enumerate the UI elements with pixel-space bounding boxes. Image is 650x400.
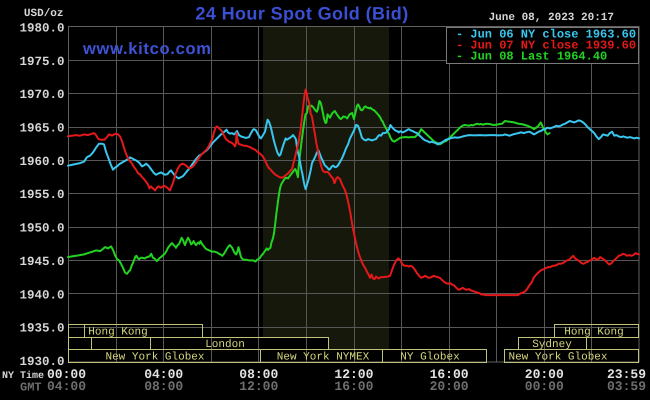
svg-text:Hong Kong: Hong Kong	[564, 327, 623, 339]
svg-text:1950.0: 1950.0	[19, 222, 64, 236]
svg-text:20:00: 20:00	[525, 367, 564, 382]
svg-text:- Jun 08 Last 1964.40: - Jun 08 Last 1964.40	[456, 50, 607, 64]
svg-text:New York NYMEX: New York NYMEX	[277, 352, 370, 364]
svg-text:1930.0: 1930.0	[19, 355, 64, 369]
svg-text:GMT: GMT	[20, 381, 42, 395]
svg-text:03:59: 03:59	[607, 379, 646, 394]
svg-text:23:59: 23:59	[607, 367, 646, 382]
svg-text:1965.0: 1965.0	[19, 122, 64, 136]
svg-text:1980.0: 1980.0	[19, 22, 64, 36]
svg-text:www.kitco.com: www.kitco.com	[82, 40, 212, 58]
svg-text:New York Globex: New York Globex	[508, 352, 607, 364]
svg-text:1955.0: 1955.0	[19, 188, 64, 202]
svg-text:04:00: 04:00	[47, 379, 86, 394]
svg-text:1970.0: 1970.0	[19, 88, 64, 102]
svg-text:12:00: 12:00	[239, 379, 278, 394]
svg-text:00:00: 00:00	[525, 379, 564, 394]
svg-text:04:00: 04:00	[144, 367, 183, 382]
svg-text:24 Hour Spot Gold (Bid): 24 Hour Spot Gold (Bid)	[195, 4, 408, 24]
svg-text:NY Time: NY Time	[2, 370, 44, 382]
svg-text:1975.0: 1975.0	[19, 55, 64, 69]
svg-text:- Jun 06 NY close 1963.60: - Jun 06 NY close 1963.60	[456, 28, 636, 42]
svg-text:London: London	[205, 339, 245, 351]
svg-text:NY Globex: NY Globex	[400, 352, 460, 364]
svg-text:1945.0: 1945.0	[19, 255, 64, 269]
svg-text:New York Globex: New York Globex	[105, 352, 204, 364]
svg-text:Hong Kong: Hong Kong	[88, 327, 147, 339]
svg-text:1960.0: 1960.0	[19, 155, 64, 169]
svg-text:16:00: 16:00	[334, 379, 373, 394]
svg-text:12:00: 12:00	[334, 367, 373, 382]
svg-text:20:00: 20:00	[430, 379, 469, 394]
svg-text:08:00: 08:00	[239, 367, 278, 382]
svg-text:- Jun 07 NY close 1939.60: - Jun 07 NY close 1939.60	[456, 39, 636, 53]
svg-text:1935.0: 1935.0	[19, 322, 64, 336]
svg-text:June 08, 2023 20:17: June 08, 2023 20:17	[489, 12, 614, 24]
svg-text:Sydney: Sydney	[532, 339, 572, 351]
svg-text:16:00: 16:00	[430, 367, 469, 382]
svg-text:USD/oz: USD/oz	[24, 8, 64, 20]
svg-text:08:00: 08:00	[144, 379, 183, 394]
svg-text:1940.0: 1940.0	[19, 288, 64, 302]
svg-text:00:00: 00:00	[47, 367, 86, 382]
